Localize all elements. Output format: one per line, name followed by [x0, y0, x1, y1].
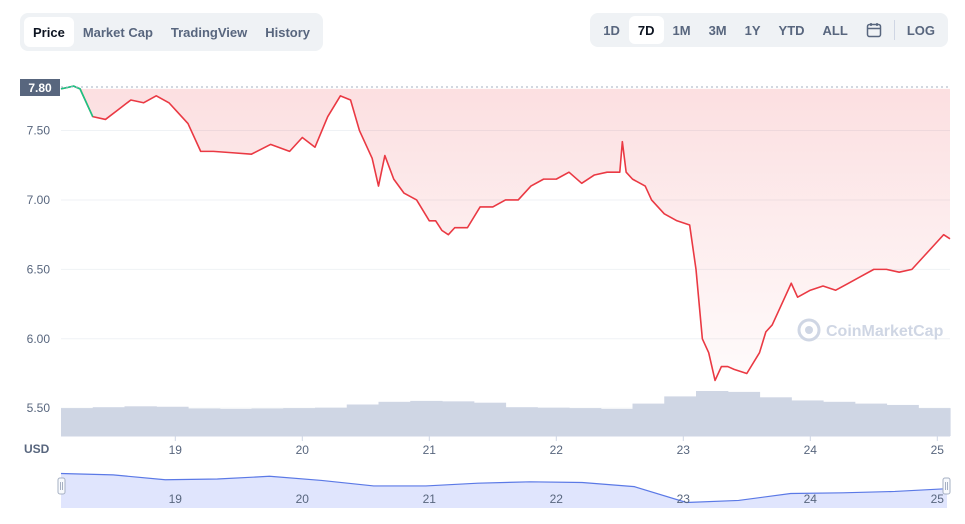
- range-7d[interactable]: 7D: [628, 16, 664, 44]
- current-price-marker: 7.80: [20, 79, 60, 96]
- navigator-tick-label: 21: [423, 492, 437, 506]
- tab-history[interactable]: History: [265, 24, 311, 40]
- volume-bar: [188, 408, 221, 436]
- volume-bar: [696, 391, 729, 436]
- volume-bar: [918, 408, 951, 436]
- current-price-label: 7.80: [28, 81, 52, 95]
- currency-label: USD: [24, 442, 50, 456]
- y-tick-label: 7.00: [27, 193, 51, 207]
- volume-bar: [378, 401, 411, 436]
- chart-type-tabs: Price Market Cap TradingView History: [20, 13, 324, 51]
- volume-bar: [727, 391, 761, 436]
- range-1m[interactable]: 1M: [672, 22, 691, 38]
- volume-bar: [315, 407, 348, 436]
- navigator-tick-label: 23: [677, 492, 691, 506]
- navigator-tick-label: 25: [931, 492, 945, 506]
- log-toggle[interactable]: LOG: [906, 22, 935, 38]
- volume-bar: [759, 397, 792, 436]
- divider: [893, 20, 895, 40]
- range-all[interactable]: ALL: [822, 22, 848, 38]
- price-area: [61, 88, 950, 381]
- range-tabs: 1D 7D 1M 3M 1Y YTD ALL LOG: [590, 13, 948, 47]
- range-3m[interactable]: 3M: [708, 22, 727, 38]
- volume-bar: [823, 401, 856, 436]
- navigator-tick-label: 22: [550, 492, 564, 506]
- volume-bar: [632, 403, 665, 436]
- navigator-line: [60, 472, 948, 504]
- navigator-ticks: 19 20 21 22 23 24 25: [169, 492, 945, 506]
- area-layer: [61, 88, 950, 381]
- x-tick-label: 21: [423, 443, 437, 457]
- range-ytd[interactable]: YTD: [778, 22, 805, 38]
- tab-tradingview[interactable]: TradingView: [170, 24, 248, 40]
- x-tick-label: 25: [931, 443, 945, 457]
- x-axis: 19 20 21 22 23 24 25: [169, 436, 945, 457]
- volume-bar: [537, 407, 570, 436]
- volume-bar: [442, 401, 475, 436]
- navigator[interactable]: 19 20 21 22 23 24 25: [57, 463, 951, 512]
- volume-bar: [569, 408, 602, 436]
- volume-bar: [251, 408, 284, 436]
- x-tick-label: 20: [296, 443, 310, 457]
- x-tick-label: 22: [550, 443, 564, 457]
- range-1y[interactable]: 1Y: [744, 22, 761, 38]
- volume-bar: [92, 407, 126, 436]
- volume-bar: [854, 403, 888, 436]
- calendar-icon[interactable]: [857, 16, 891, 44]
- volume-bar: [600, 409, 634, 436]
- volume-bar: [410, 400, 443, 436]
- volume-bar: [61, 408, 94, 436]
- volume-bar: [791, 400, 824, 436]
- volume-layer: [61, 391, 951, 436]
- tab-price[interactable]: Price: [24, 17, 74, 47]
- volume-bar: [886, 404, 919, 436]
- price-line: [60, 85, 951, 382]
- navigator-area: [61, 473, 947, 508]
- navigator-tick-label: 20: [296, 492, 310, 506]
- navigator-series: [60, 472, 948, 508]
- watermark-text: CoinMarketCap: [826, 323, 944, 340]
- navigator-tick-label: 24: [804, 492, 818, 506]
- volume-bar: [283, 408, 316, 436]
- navigator-right-handle[interactable]: [942, 477, 951, 495]
- x-tick-label: 19: [169, 443, 183, 457]
- volume-bar: [124, 406, 157, 436]
- volume-bar: [664, 396, 697, 436]
- watermark: CoinMarketCap: [797, 318, 944, 342]
- calendar-icon-glyph: [866, 23, 882, 38]
- y-tick-label: 6.50: [27, 262, 51, 276]
- x-tick-label: 23: [677, 443, 691, 457]
- volume-bar: [346, 404, 380, 436]
- y-tick-label: 5.50: [27, 401, 51, 415]
- volume-bar: [473, 402, 507, 436]
- navigator-left-handle[interactable]: [57, 477, 66, 495]
- volume-bar: [219, 409, 253, 436]
- volume-bar: [156, 406, 189, 436]
- y-tick-label: 6.00: [27, 332, 51, 346]
- x-tick-label: 24: [804, 443, 818, 457]
- y-tick-label: 7.50: [27, 124, 51, 138]
- y-axis: 5.50 6.00 6.50 7.00 7.50: [27, 124, 51, 416]
- navigator-tick-label: 19: [169, 492, 183, 506]
- tab-market-cap[interactable]: Market Cap: [82, 24, 153, 40]
- volume-bar: [505, 407, 538, 436]
- range-1d[interactable]: 1D: [603, 22, 620, 38]
